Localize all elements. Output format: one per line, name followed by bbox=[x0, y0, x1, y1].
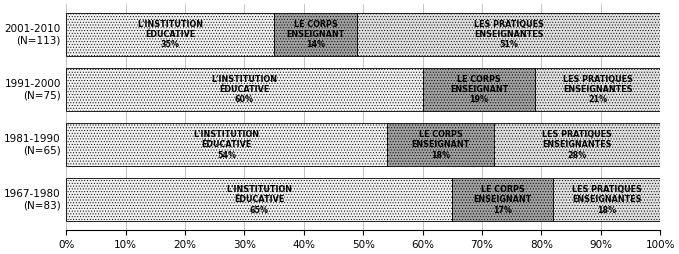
Text: LE CORPS
ENSEIGNANT
14%: LE CORPS ENSEIGNANT 14% bbox=[287, 20, 345, 49]
Bar bbox=[357, 13, 660, 56]
Text: LE CORPS
ENSEIGNANT
18%: LE CORPS ENSEIGNANT 18% bbox=[411, 130, 469, 160]
Text: LES PRATIQUES
ENSEIGNANTES
21%: LES PRATIQUES ENSEIGNANTES 21% bbox=[563, 75, 633, 104]
Text: LE CORPS
ENSEIGNANT
17%: LE CORPS ENSEIGNANT 17% bbox=[474, 185, 532, 215]
Text: L'INSTITUTION
ÉDUCATIVE
35%: L'INSTITUTION ÉDUCATIVE 35% bbox=[137, 20, 203, 49]
Bar bbox=[67, 178, 452, 221]
Bar bbox=[452, 178, 553, 221]
Bar bbox=[536, 68, 660, 111]
Text: L'INSTITUTION
ÉDUCATIVE
65%: L'INSTITUTION ÉDUCATIVE 65% bbox=[226, 185, 293, 215]
Text: LES PRATIQUES
ENSEIGNANTES
28%: LES PRATIQUES ENSEIGNANTES 28% bbox=[542, 130, 612, 160]
Text: L'INSTITUTION
ÉDUCATIVE
54%: L'INSTITUTION ÉDUCATIVE 54% bbox=[194, 130, 259, 160]
Bar bbox=[494, 123, 660, 166]
Bar bbox=[67, 13, 274, 56]
Bar bbox=[67, 68, 422, 111]
Text: LE CORPS
ENSEIGNANT
19%: LE CORPS ENSEIGNANT 19% bbox=[450, 75, 508, 104]
Text: LES PRATIQUES
ENSEIGNANTES
51%: LES PRATIQUES ENSEIGNANTES 51% bbox=[474, 20, 544, 49]
Bar bbox=[67, 123, 387, 166]
Bar bbox=[553, 178, 660, 221]
Bar bbox=[274, 13, 357, 56]
Bar bbox=[387, 123, 494, 166]
Bar bbox=[422, 68, 536, 111]
Text: L'INSTITUTION
ÉDUCATIVE
60%: L'INSTITUTION ÉDUCATIVE 60% bbox=[211, 75, 278, 104]
Text: LES PRATIQUES
ENSEIGNANTES
18%: LES PRATIQUES ENSEIGNANTES 18% bbox=[572, 185, 642, 215]
